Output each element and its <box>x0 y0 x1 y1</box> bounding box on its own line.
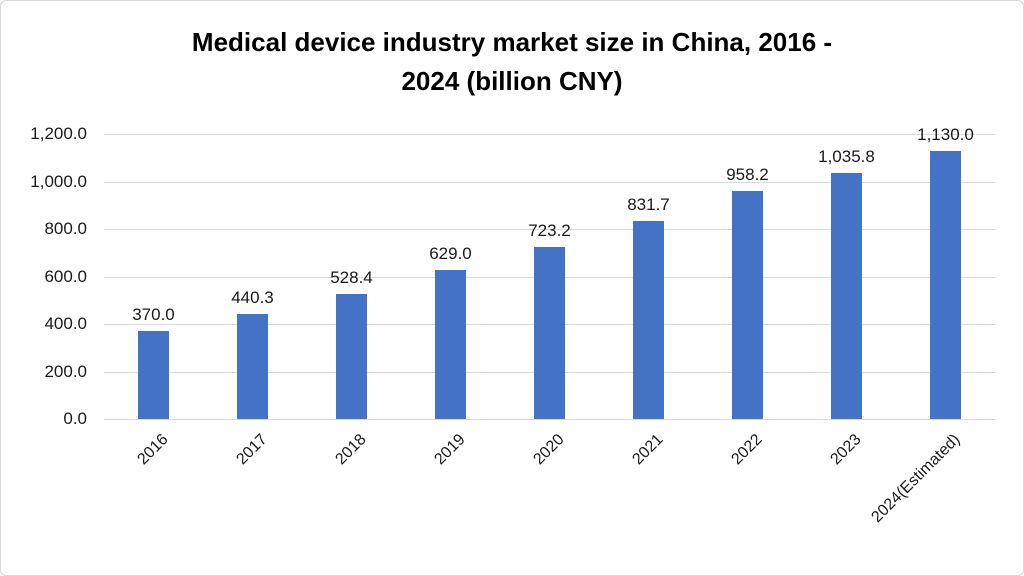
chart-title: Medical device industry market size in C… <box>61 23 963 101</box>
bar <box>237 314 268 419</box>
gridline <box>104 229 995 230</box>
gridline <box>104 181 995 183</box>
bar-value-label: 1,035.8 <box>818 146 875 166</box>
bar <box>138 331 169 419</box>
plot-area <box>104 134 995 420</box>
bar-value-label: 440.3 <box>231 288 274 308</box>
bar <box>831 173 862 419</box>
bar-value-label: 629.0 <box>429 243 472 263</box>
y-axis-label: 0.0 <box>63 409 87 428</box>
x-axis-label: 2023 <box>827 431 865 469</box>
y-axis-label: 1,200.0 <box>30 124 87 143</box>
y-axis-label: 1,000.0 <box>30 171 87 191</box>
chart-title-line-1: Medical device industry market size in C… <box>191 27 833 57</box>
x-axis-label: 2016 <box>134 431 172 469</box>
bar <box>336 293 367 419</box>
bar-value-label: 831.7 <box>627 195 670 215</box>
x-axis-label: 2024(Estimated) <box>868 431 964 527</box>
bar-value-label: 958.2 <box>726 165 769 185</box>
x-axis-label: 2020 <box>530 431 568 469</box>
bar-value-label: 528.4 <box>330 267 373 287</box>
gridline <box>104 419 995 420</box>
bar <box>435 269 466 419</box>
bar-value-label: 1,130.0 <box>917 124 974 144</box>
x-axis-label: 2018 <box>332 431 370 469</box>
bar <box>534 247 565 419</box>
y-axis-label: 200.0 <box>44 361 87 381</box>
y-axis-label: 800.0 <box>44 219 87 238</box>
chart-title-line-2: 2024 (billion CNY) <box>401 66 623 96</box>
x-axis-label: 2017 <box>233 431 271 469</box>
bar-value-label: 723.2 <box>528 221 571 241</box>
bar <box>732 191 763 419</box>
x-axis-label: 2019 <box>431 431 469 469</box>
bar <box>930 150 961 419</box>
y-axis-label: 400.0 <box>44 314 87 333</box>
x-axis-label: 2021 <box>629 431 667 469</box>
y-axis-label: 600.0 <box>44 266 87 286</box>
bar-value-label: 370.0 <box>132 305 175 325</box>
x-axis-label: 2022 <box>728 431 766 469</box>
gridline <box>104 134 995 135</box>
bar <box>633 221 664 419</box>
